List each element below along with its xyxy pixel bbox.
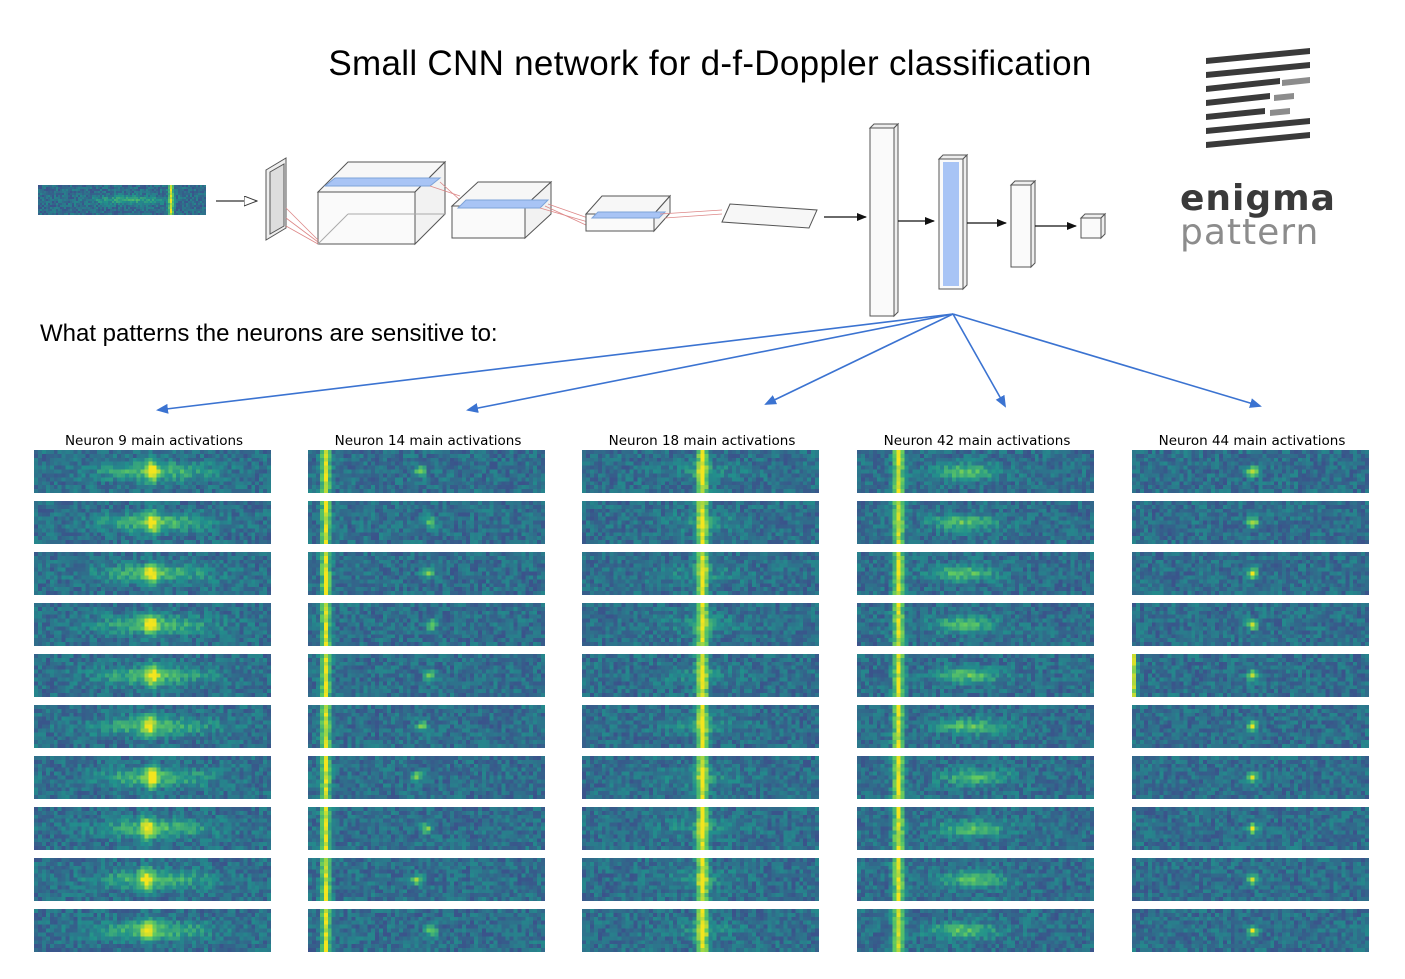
section-subtitle: What patterns the neurons are sensitive … bbox=[40, 320, 498, 347]
activation-map bbox=[1132, 603, 1369, 646]
activation-map bbox=[857, 501, 1094, 544]
logo-wordmark-top: enigma bbox=[1180, 178, 1336, 219]
arrow-to-neuron-14 bbox=[466, 313, 954, 413]
activation-map bbox=[1132, 705, 1369, 748]
activation-map bbox=[34, 501, 271, 544]
neuron-14-column: Neuron 14 main activations bbox=[308, 432, 548, 960]
activation-map bbox=[857, 858, 1094, 901]
neuron-44-activations bbox=[1132, 450, 1372, 952]
arrow-to-neuron-42 bbox=[952, 313, 1006, 408]
activation-map bbox=[857, 450, 1094, 493]
activation-map bbox=[1132, 501, 1369, 544]
dense-layer-3 bbox=[1009, 179, 1037, 269]
flatten-layer bbox=[721, 203, 818, 229]
neuron-44-column: Neuron 44 main activations bbox=[1132, 432, 1372, 960]
activation-map bbox=[857, 756, 1094, 799]
activation-map bbox=[857, 807, 1094, 850]
activation-map bbox=[34, 858, 271, 901]
activation-map bbox=[34, 450, 271, 493]
activation-map bbox=[34, 756, 271, 799]
neuron-42-column: Neuron 42 main activations bbox=[857, 432, 1097, 960]
activation-map bbox=[308, 858, 545, 901]
activation-map bbox=[857, 603, 1094, 646]
activation-map bbox=[857, 552, 1094, 595]
activation-map bbox=[1132, 756, 1369, 799]
activation-map bbox=[34, 552, 271, 595]
activation-map bbox=[1132, 858, 1369, 901]
activation-map bbox=[308, 654, 545, 697]
conv-block-3 bbox=[584, 194, 672, 233]
logo-wordmark-bottom: pattern bbox=[1180, 212, 1320, 253]
neuron-18-column: Neuron 18 main activations bbox=[582, 432, 822, 960]
activation-map bbox=[308, 807, 545, 850]
conv-block-1 bbox=[316, 160, 447, 246]
activation-map bbox=[857, 909, 1094, 952]
activation-map bbox=[582, 705, 819, 748]
activation-map bbox=[582, 501, 819, 544]
dense-layer-highlighted bbox=[937, 153, 969, 291]
activation-map bbox=[1132, 909, 1369, 952]
activation-map bbox=[582, 450, 819, 493]
activation-map bbox=[308, 756, 545, 799]
activation-map bbox=[582, 756, 819, 799]
neuron-14-label: Neuron 14 main activations bbox=[334, 433, 522, 449]
activation-map bbox=[34, 705, 271, 748]
arrow-to-neuron-44 bbox=[952, 313, 1262, 408]
neuron-18-activations bbox=[582, 450, 822, 952]
activation-map bbox=[857, 654, 1094, 697]
neuron-44-label: Neuron 44 main activations bbox=[1158, 433, 1346, 449]
activation-map bbox=[857, 705, 1094, 748]
conv-block-2 bbox=[450, 180, 553, 240]
activation-map bbox=[1132, 807, 1369, 850]
neuron-9-column: Neuron 9 main activations bbox=[34, 432, 274, 960]
activation-map bbox=[582, 654, 819, 697]
receptive-lines-2 bbox=[539, 203, 589, 227]
input-spectrogram bbox=[38, 185, 206, 215]
arrow-to-neuron-18 bbox=[764, 313, 954, 405]
activation-map bbox=[1132, 450, 1369, 493]
neuron-18-label: Neuron 18 main activations bbox=[608, 433, 796, 449]
activation-map bbox=[34, 603, 271, 646]
receptive-lines-3 bbox=[659, 209, 723, 219]
activation-map bbox=[308, 705, 545, 748]
activation-map bbox=[1132, 654, 1369, 697]
receptive-lines-1 bbox=[285, 181, 461, 245]
page-title: Small CNN network for d-f-Doppler classi… bbox=[328, 44, 1092, 83]
activation-map bbox=[34, 909, 271, 952]
neuron-42-label: Neuron 42 main activations bbox=[883, 433, 1071, 449]
activation-map bbox=[582, 909, 819, 952]
input-layer bbox=[265, 157, 287, 241]
activation-map bbox=[582, 603, 819, 646]
activation-map bbox=[308, 501, 545, 544]
activation-map bbox=[582, 807, 819, 850]
activation-map bbox=[308, 450, 545, 493]
dense-layer-1 bbox=[868, 122, 900, 318]
activation-map bbox=[308, 552, 545, 595]
enigma-pattern-logo-icon bbox=[1206, 48, 1310, 148]
activation-map bbox=[34, 807, 271, 850]
activation-map bbox=[582, 552, 819, 595]
output-layer bbox=[1079, 212, 1107, 240]
activation-map bbox=[582, 858, 819, 901]
activation-map bbox=[308, 603, 545, 646]
neuron-9-label: Neuron 9 main activations bbox=[64, 433, 244, 449]
neuron-42-activations bbox=[857, 450, 1097, 952]
neuron-14-activations bbox=[308, 450, 548, 952]
activation-map bbox=[308, 909, 545, 952]
neuron-9-activations bbox=[34, 450, 274, 952]
activation-map bbox=[1132, 552, 1369, 595]
activation-map bbox=[34, 654, 271, 697]
